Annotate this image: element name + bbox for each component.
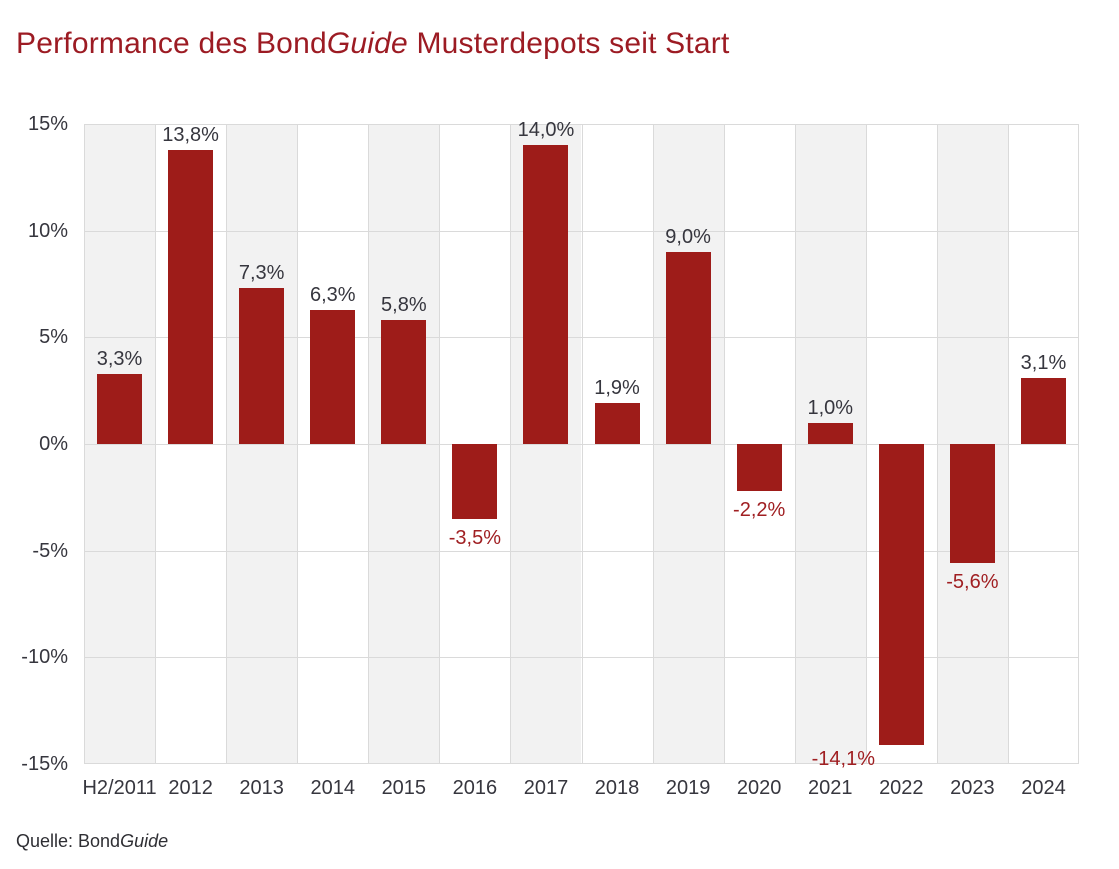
bar-2021: [807, 422, 853, 444]
bar-2019: [665, 252, 711, 444]
bar-2024: [1020, 377, 1066, 444]
value-label-2020: -2,2%: [733, 498, 786, 521]
value-label-2012: 13,8%: [162, 123, 219, 146]
x-tick-2017: 2017: [523, 777, 569, 799]
x-tick-2015: 2015: [381, 777, 427, 799]
y-tick-0: 0%: [39, 433, 68, 455]
source-italic-brand: Guide: [120, 831, 169, 851]
gridline-h-minus10: [84, 657, 1079, 658]
bar-2013: [239, 288, 285, 444]
x-tick-2018: 2018: [594, 777, 640, 799]
bar-2023: [949, 444, 995, 564]
gridline-h-minus5: [84, 551, 1079, 552]
value-label-2014: 6,3%: [309, 283, 356, 306]
x-tick-2016: 2016: [452, 777, 498, 799]
chart-title: Performance des BondGuide Musterdepots s…: [16, 26, 730, 62]
y-tick-10: 10%: [27, 219, 68, 242]
bar-2022: [878, 444, 924, 745]
value-label-2017: 14,0%: [517, 119, 575, 142]
value-label-2018: 1,9%: [594, 377, 640, 400]
value-label-2024: 3,1%: [1020, 351, 1067, 374]
y-tick-minus15: -15%: [21, 753, 68, 775]
value-label-2021: 1,0%: [807, 396, 854, 419]
x-tick-2012: 2012: [168, 777, 213, 799]
chart-title-text: Performance des Bond: [16, 27, 327, 60]
gridline-h-minus15: [84, 763, 1079, 764]
source-note: Quelle: BondGuide: [16, 829, 168, 853]
value-label-2016: -3,5%: [448, 526, 502, 549]
y-tick-5: 5%: [39, 326, 68, 349]
bar-2018: [594, 403, 640, 444]
x-tick-2019: 2019: [665, 777, 711, 799]
value-label-2019: 9,0%: [665, 226, 711, 248]
bar-2015: [381, 320, 427, 444]
gridline-h-5: [84, 337, 1079, 338]
value-label-2013: 7,3%: [238, 262, 285, 285]
bar-2017: [523, 145, 569, 444]
x-tick-2013: 2013: [239, 777, 284, 799]
bar-2012: [168, 149, 214, 444]
gridline-h-15: [84, 124, 1079, 125]
bar-2020: [736, 444, 782, 491]
x-tick-2022: 2022: [879, 777, 924, 799]
bar-2014: [310, 309, 356, 444]
gridline-h-10: [84, 231, 1079, 232]
value-label-2015: 5,8%: [381, 294, 427, 317]
source-text: Quelle: Bond: [16, 831, 121, 851]
bar-h2-2011: [97, 373, 143, 444]
x-tick-2021: 2021: [808, 777, 853, 799]
x-tick-2014: 2014: [310, 777, 356, 799]
x-tick-2023: 2023: [950, 777, 995, 799]
value-label-2023: -5,6%: [946, 571, 999, 594]
y-tick-minus10: -10%: [21, 646, 68, 669]
chart-title-text-end: Musterdepots seit Start: [407, 27, 730, 60]
y-tick-minus5: -5%: [32, 539, 68, 562]
value-label-2022: -14,1%: [811, 747, 875, 770]
x-tick-h2-2011: H2/2011: [82, 777, 157, 799]
gridline-h-0: [84, 444, 1079, 445]
plot-area: 3,3% 13,8% 7,3% 6,3% 5,8% -3,5% 14,0% 1,9% 9,0% -…: [82, 119, 1079, 799]
value-label-h2-2011: 3,3%: [96, 347, 143, 370]
x-tick-2020: 2020: [736, 777, 782, 799]
bar-2016: [452, 444, 498, 519]
x-tick-2024: 2024: [1021, 777, 1066, 799]
y-tick-15: 15%: [27, 113, 68, 135]
chart-title-italic-brand: Guide: [326, 27, 408, 60]
